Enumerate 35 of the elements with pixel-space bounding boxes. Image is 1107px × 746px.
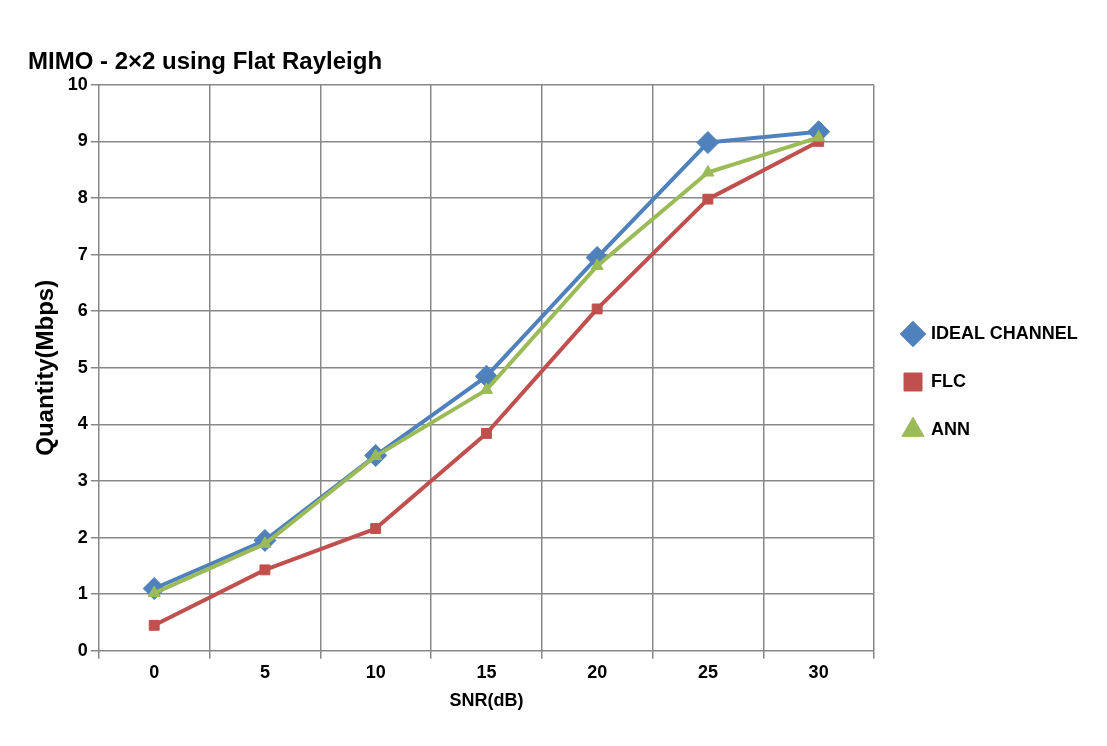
point [480, 428, 492, 439]
y-tick-label: 7 [77, 243, 88, 264]
y-tick-label: 2 [77, 526, 88, 547]
legend-label: FLC [931, 370, 966, 391]
y-tick-label: 1 [77, 583, 88, 604]
x-axis-title: SNR(dB) [449, 690, 524, 711]
legend-label: IDEAL CHANNEL [931, 322, 1078, 343]
y-tick-label: 4 [77, 413, 88, 434]
point [702, 193, 714, 205]
chart-title: MIMO - 2×2 using Flat Rayleigh [28, 47, 383, 75]
x-tick-label: 15 [476, 661, 497, 682]
legend-label: ANN [931, 418, 970, 439]
y-tick-label: 9 [77, 130, 88, 151]
y-tick-label: 3 [77, 469, 88, 490]
point [591, 303, 603, 315]
y-tick-label: 0 [77, 639, 88, 660]
point [696, 131, 720, 155]
x-tick-label: 20 [587, 661, 608, 682]
y-tick-label: 5 [77, 356, 88, 377]
point [474, 364, 498, 388]
y-tick-label: 8 [77, 186, 88, 207]
point [259, 564, 271, 576]
x-tick-label: 30 [808, 661, 829, 682]
x-tick-label: 0 [149, 661, 160, 682]
point [701, 165, 715, 177]
y-tick-label: 10 [67, 73, 88, 94]
point [590, 258, 604, 270]
x-tick-label: 5 [259, 661, 270, 682]
y-tick-label: 6 [77, 300, 88, 321]
y-axis-title: Quantity(Mbps) [31, 279, 59, 456]
x-tick-label: 25 [697, 661, 718, 682]
point [479, 382, 493, 394]
point [370, 523, 382, 534]
point [148, 619, 160, 631]
x-tick-label: 10 [365, 661, 386, 682]
